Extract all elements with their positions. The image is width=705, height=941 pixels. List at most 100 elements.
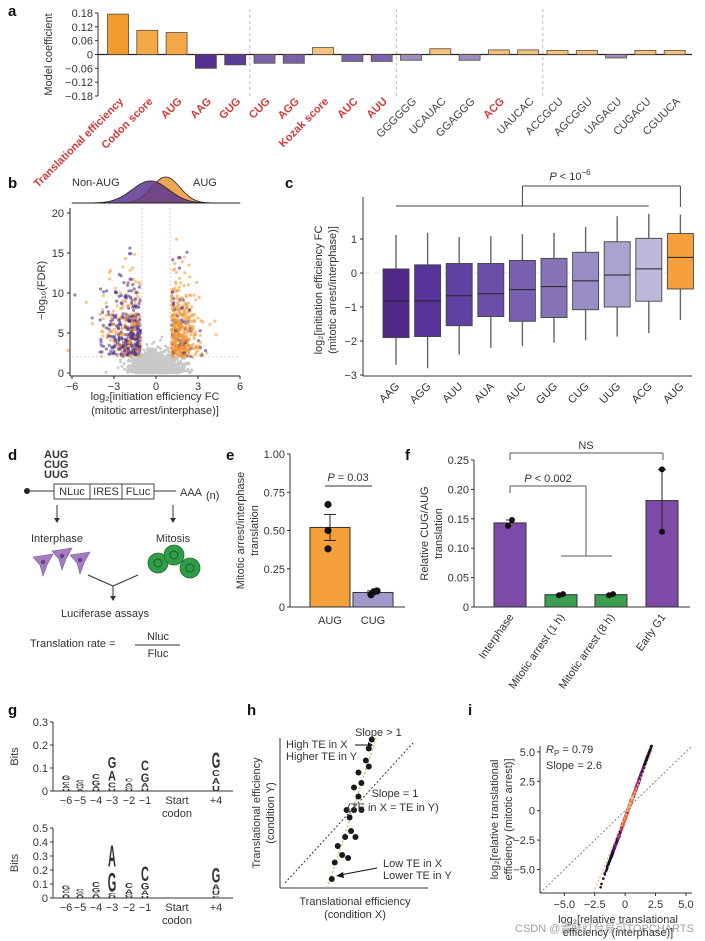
x-tick-label: Interphase [477, 612, 517, 661]
point-sig [183, 313, 187, 317]
x-tick-label: GUG [534, 381, 560, 407]
x-tick-label: codon [162, 915, 192, 927]
point-sig [132, 308, 136, 312]
point-sig [111, 323, 115, 327]
construct-ires: IRES [93, 486, 119, 498]
logo-letter: U [62, 896, 70, 899]
panel-letter-g: g [8, 702, 17, 719]
point-sig [136, 331, 140, 336]
logo-letter: C [125, 777, 133, 783]
point-sig [128, 277, 132, 281]
point-sig [195, 280, 199, 285]
point-sig [198, 329, 202, 333]
point-sig [169, 316, 174, 320]
point-ns [150, 364, 154, 367]
y-axis-title-line2: translation [249, 505, 261, 556]
point-sig [133, 321, 137, 325]
chromosome-icon [169, 550, 179, 560]
point-sig [186, 327, 190, 331]
chromosome-icon [185, 563, 195, 573]
point-ns [136, 357, 140, 360]
logo-letter: U [125, 897, 133, 899]
point-sig [118, 291, 123, 295]
point-ns [181, 365, 185, 369]
logo-letter: U [141, 895, 149, 898]
point-sig [126, 303, 131, 308]
x-tick-label: AUA [472, 380, 497, 405]
bar [429, 48, 452, 55]
x-tick-label: CUG [361, 615, 385, 627]
density-point [599, 885, 602, 889]
point-ns [164, 344, 167, 348]
point-sig [170, 290, 175, 294]
point-sig [179, 318, 184, 322]
box [603, 241, 631, 308]
y-tick-label: 0.15 [448, 514, 469, 526]
point-sig [185, 317, 189, 321]
point-ns [152, 371, 155, 375]
point-ns [143, 358, 147, 362]
point-ns [176, 362, 180, 366]
point-sig [185, 348, 189, 352]
point-sig [123, 299, 128, 304]
point-ns [174, 358, 178, 361]
logo-letter: A [62, 785, 70, 789]
y-tick-label: −1 [344, 302, 357, 314]
point-sig [192, 293, 196, 297]
slope1-label: Slope = 1 [372, 788, 419, 800]
point-sig [112, 334, 117, 338]
data-point [346, 814, 353, 821]
point-sig [129, 296, 133, 300]
logo-letter: A [212, 777, 220, 787]
point-ns [153, 357, 157, 361]
logo-letter: G [212, 748, 221, 773]
data-point [324, 500, 332, 509]
point-sig [113, 286, 117, 290]
point-sig [115, 341, 120, 345]
point-sig [105, 326, 109, 330]
logo-letter: C [76, 779, 84, 783]
data-point [358, 780, 365, 786]
bar [253, 54, 276, 64]
y-axis-title-line2: translation [433, 508, 445, 559]
point-sig [136, 319, 140, 323]
point-sig [214, 333, 218, 337]
bar [194, 54, 217, 69]
box [445, 263, 473, 327]
nucleus-icon [77, 557, 83, 563]
y-tick-label: 0 [279, 602, 285, 614]
y-tick-label: 0.20 [448, 484, 469, 496]
y-tick-label: 0.3 [33, 717, 48, 729]
point-ns [116, 366, 120, 370]
logo-letter: G [125, 786, 134, 789]
x-axis-title-line2: (mitotic arrest/interphase)] [91, 405, 219, 417]
point-sig [181, 305, 185, 310]
point-sig [130, 344, 134, 348]
logo-letter: C [62, 890, 70, 894]
point-sig [176, 315, 180, 319]
y-tick-label: 10 [52, 288, 64, 300]
point-ns [154, 362, 158, 366]
point-sig [98, 350, 102, 354]
x-tick-label: 6 [237, 381, 243, 393]
point-sig [126, 327, 130, 332]
bar [546, 49, 569, 55]
low-te-label: Low TE in X [383, 858, 443, 870]
bar [400, 54, 422, 61]
point-sig [175, 301, 180, 305]
point-sig [138, 336, 143, 341]
x-axis-title-line1: Translational efficiency [299, 896, 411, 908]
formula-denominator: Fluc [148, 648, 169, 660]
y-tick-label: 0.18 [72, 8, 93, 20]
logo-letter: C [108, 892, 116, 897]
point-ns [182, 369, 185, 373]
logo-letter: C [92, 880, 100, 889]
logo-letter: A [108, 839, 116, 874]
point-sig [121, 265, 125, 269]
codon-uug: UUG [44, 469, 68, 481]
point-ns [167, 350, 171, 353]
y-axis-title-line1: log₂[initiation efficiency FC [313, 226, 325, 355]
point-ns [156, 345, 160, 349]
